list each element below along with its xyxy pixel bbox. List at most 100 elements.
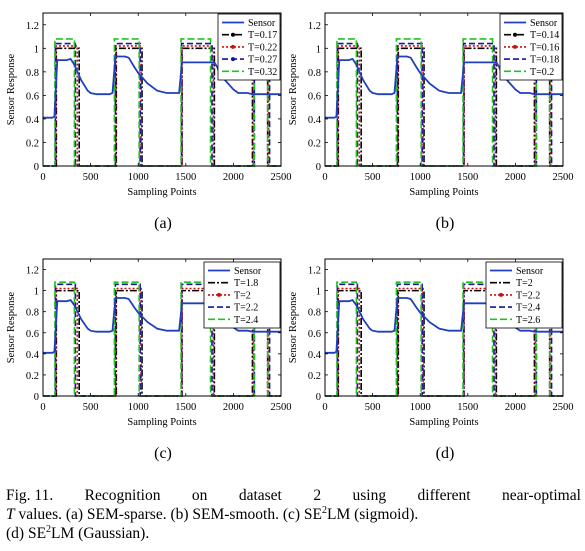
caption-fig-label: Fig. 11. [6,487,54,504]
legend-marker [499,292,503,297]
caption-superscript: 2 [46,523,52,535]
x-tick-label: 0 [322,402,327,413]
caption-word: 2 [313,487,322,504]
x-tick-label: 2000 [223,402,244,413]
chart-panel-b: 0 500 1000 1500 2000 2500 0 0.2 0.4 0.6 0.8 1 1.2 Sam… [288,12,574,232]
x-axis-label: Sampling Points [409,417,478,428]
caption-word: using [352,487,387,504]
panel-label: (a) [154,215,172,232]
caption-word: on [191,487,208,504]
x-tick-label: 1500 [175,172,196,183]
sensor-line [43,55,281,119]
y-tick-label: 0 [316,162,321,173]
x-tick-label: 2000 [505,402,526,413]
caption-word: Recognition [84,487,161,504]
y-tick-label: 0.4 [308,115,322,126]
x-tick-label: 2500 [271,172,292,183]
y-tick-label: 0.6 [308,91,321,102]
axes-frame [42,258,282,397]
legend-label: T=0.22 [248,42,277,53]
x-tick-label: 2500 [271,402,292,413]
caption-word: dataset [238,487,282,504]
x-axis-label: Sampling Points [409,187,478,198]
y-tick-label: 0.8 [26,68,39,79]
sensor-line [43,297,281,354]
legend-label: T=2.4 [516,303,540,314]
x-tick-label: 1000 [410,402,431,413]
y-tick-label: 1.2 [308,266,321,277]
caption-t-variable: T [6,506,15,523]
y-tick-label: 1 [316,287,321,298]
y-tick-label: 0 [34,162,39,173]
y-tick-label: 0.6 [26,91,39,102]
y-axis-label: Sensor Response [288,291,299,363]
x-tick-label: 2000 [223,172,244,183]
chart-panel-a: 0 500 1000 1500 2000 2500 0 0.2 0.4 0.6 0.8 1 1.2 Sam… [6,12,292,232]
legend-label: T=0.32 [248,67,277,78]
legend-marker [231,57,235,62]
caption-text: (d) SE [6,525,47,542]
y-axis-label: Sensor Response [288,53,299,125]
y-tick-label: 0.2 [26,138,39,149]
chart-panel-d: 0 500 1000 1500 2000 2500 0 0.2 0.4 0.6 0.8 1 1.2 Sam… [288,258,574,462]
panel-label: (d) [436,445,455,462]
caption-text: LM (sigmoid). [326,506,419,523]
legend-label: T=0.27 [248,55,277,66]
y-tick-label: 0.8 [308,308,321,319]
x-tick-label: 500 [365,172,381,183]
panel-label: (b) [436,215,455,232]
legend-marker [513,32,517,37]
x-axis-label: Sampling Points [127,187,196,198]
axes-frame [42,12,282,167]
axes-frame [324,258,564,397]
y-tick-label: 0.6 [26,329,39,340]
y-tick-label: 0 [316,392,321,403]
legend-box [217,13,281,81]
y-tick-label: 1.2 [26,266,39,277]
y-tick-label: 0.2 [308,371,321,382]
x-tick-label: 2000 [505,172,526,183]
legend-label: T=0.14 [530,30,559,41]
legend-label: T=0.18 [530,55,559,66]
x-tick-label: 500 [83,402,99,413]
legend-marker [513,44,517,49]
legend-box [499,13,563,81]
figure-caption: Fig. 11. Recognition on dataset 2 using … [6,486,581,543]
x-tick-label: 2500 [553,172,574,183]
y-tick-label: 0.4 [26,350,40,361]
legend-label: T=1.8 [234,278,258,289]
sensor-line [325,55,563,119]
legend-marker [217,292,221,297]
legend-label: Sensor [530,18,558,29]
y-tick-label: 1.2 [26,21,39,32]
legend-label: T=2 [234,290,251,301]
legend-label: T=2.2 [516,290,540,301]
y-tick-label: 1 [316,44,321,55]
legend-marker [231,44,235,49]
y-tick-label: 0.8 [26,308,39,319]
legend-label: T=2.2 [234,303,258,314]
x-tick-label: 1000 [128,402,149,413]
caption-word: near-optimal [502,487,581,504]
caption-line-2: T values. (a) SEM-sparse. (b) SEM-smooth… [6,505,581,524]
y-tick-label: 1 [34,287,39,298]
x-tick-label: 500 [83,172,99,183]
legend-label: Sensor [248,18,276,29]
x-axis-label: Sampling Points [127,417,196,428]
legend-label: T=0.2 [530,67,554,78]
y-tick-label: 1.2 [308,21,321,32]
legend-label: T=0.17 [248,30,277,41]
caption-line-3: (d) SE2LM (Gaussian). [6,524,581,543]
legend-label: T=2.6 [516,315,540,326]
y-tick-label: 0.2 [26,371,39,382]
legend-label: T=2.4 [234,315,258,326]
y-axis-label: Sensor Response [6,53,17,125]
x-tick-label: 0 [40,402,45,413]
y-axis-label: Sensor Response [6,291,17,363]
y-tick-label: 0.4 [26,115,40,126]
x-tick-label: 0 [322,172,327,183]
x-tick-label: 1500 [457,402,478,413]
legend-label: Sensor [516,266,544,277]
y-tick-label: 0.8 [308,68,321,79]
